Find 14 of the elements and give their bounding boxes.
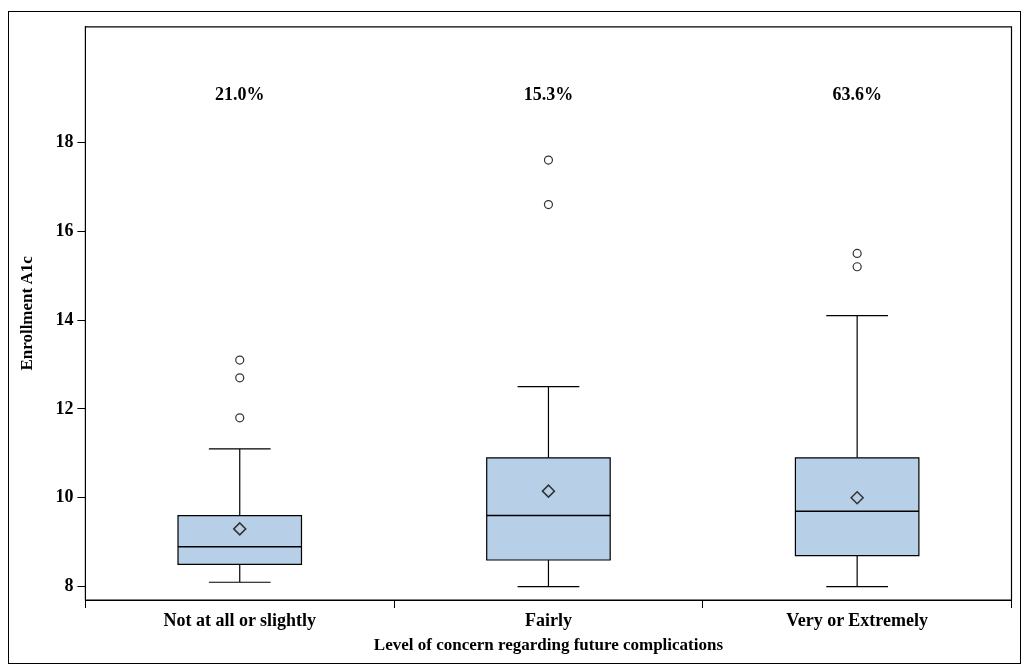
y-axis-title: Enrollment A1c [16,255,36,371]
y-tick-label: 14 [55,308,74,329]
annotation: 15.3% [523,84,574,105]
annotation: 63.6% [832,84,882,105]
y-tick-label: 12 [55,397,74,418]
y-tick-label: 8 [64,575,74,596]
annotation: 21.0% [215,84,265,105]
x-axis-title: Level of concern regarding future complications [373,635,724,655]
x-tick-label: Very or Extremely [786,610,928,631]
x-tick-label: Not at all or slightly [163,610,317,631]
x-tick-label: Fairly [524,610,572,631]
y-tick-label: 16 [55,219,74,240]
y-tick-label: 10 [55,486,74,507]
y-tick-label: 18 [55,130,74,151]
